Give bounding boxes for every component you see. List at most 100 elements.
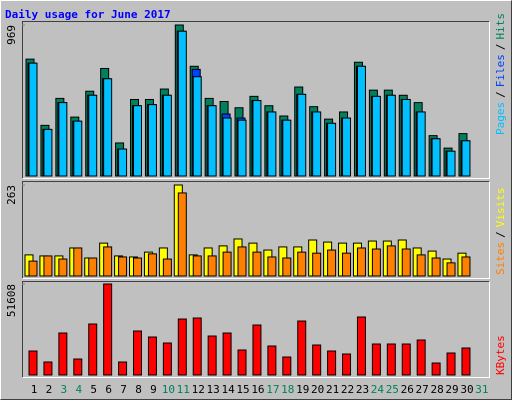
bar bbox=[461, 347, 471, 376]
bar bbox=[237, 119, 247, 177]
x-tick-label: 25 bbox=[386, 383, 399, 396]
bar bbox=[118, 256, 128, 277]
x-tick-label: 11 bbox=[177, 383, 190, 396]
bar bbox=[237, 349, 247, 376]
bar bbox=[222, 251, 232, 277]
legend: Pages / Files / Hits bbox=[494, 13, 507, 135]
x-tick-label: 4 bbox=[75, 383, 82, 396]
x-tick-label: 23 bbox=[356, 383, 369, 396]
bar bbox=[118, 148, 128, 177]
x-tick-label: 24 bbox=[371, 383, 385, 396]
bar bbox=[147, 253, 157, 277]
bar bbox=[282, 257, 292, 277]
x-tick-label: 15 bbox=[236, 383, 249, 396]
bar bbox=[342, 353, 352, 376]
bar bbox=[147, 336, 157, 376]
x-tick-label: 2 bbox=[46, 383, 53, 396]
bar bbox=[28, 350, 38, 376]
legend-entry: Files bbox=[494, 54, 507, 87]
bar bbox=[73, 247, 83, 277]
bar bbox=[207, 255, 217, 277]
legend-entry: Sites bbox=[494, 242, 507, 275]
legend: KBytes bbox=[494, 335, 507, 375]
bar bbox=[43, 255, 53, 277]
bar bbox=[386, 245, 396, 277]
legend: Sites / Visits bbox=[494, 188, 507, 276]
bar bbox=[386, 94, 396, 177]
bar bbox=[356, 316, 366, 376]
bar bbox=[207, 105, 217, 177]
panel-bevel-light bbox=[22, 181, 490, 279]
bar bbox=[58, 332, 68, 376]
bar bbox=[222, 117, 232, 177]
x-tick-label: 28 bbox=[430, 383, 443, 396]
bar bbox=[297, 320, 307, 376]
x-tick-label: 30 bbox=[460, 383, 473, 396]
bar bbox=[356, 247, 366, 277]
bar bbox=[43, 361, 53, 376]
x-tick-label: 20 bbox=[311, 383, 324, 396]
y-tick-label: 969 bbox=[5, 25, 18, 45]
bar bbox=[103, 246, 113, 277]
y-tick-label: 51608 bbox=[5, 284, 18, 317]
bar bbox=[162, 258, 172, 277]
x-tick-label: 3 bbox=[61, 383, 68, 396]
legend-separator: / bbox=[494, 44, 507, 51]
x-tick-label: 1 bbox=[31, 383, 38, 396]
x-tick-label: 29 bbox=[445, 383, 458, 396]
bar bbox=[327, 122, 337, 177]
bar bbox=[356, 65, 366, 177]
bar bbox=[28, 260, 38, 277]
bar bbox=[401, 248, 411, 277]
bar bbox=[28, 62, 38, 177]
bar bbox=[297, 93, 307, 177]
bar bbox=[416, 339, 426, 376]
bar bbox=[58, 102, 68, 177]
bar bbox=[192, 255, 202, 277]
x-tick-label: 6 bbox=[105, 383, 112, 396]
x-tick-label: 10 bbox=[162, 383, 175, 396]
bar bbox=[342, 252, 352, 277]
x-tick-label: 8 bbox=[135, 383, 142, 396]
bar bbox=[162, 94, 172, 177]
bar bbox=[371, 248, 381, 277]
bar bbox=[431, 138, 441, 177]
chart-title: Daily usage for June 2017 bbox=[5, 8, 171, 21]
x-tick-label: 26 bbox=[401, 383, 414, 396]
bar bbox=[297, 251, 307, 277]
bar bbox=[252, 100, 262, 177]
bar bbox=[103, 283, 113, 376]
bar bbox=[192, 317, 202, 376]
x-tick-label: 31 bbox=[475, 383, 488, 396]
legend-separator: / bbox=[494, 231, 507, 238]
bar bbox=[88, 257, 98, 277]
bar bbox=[461, 256, 471, 277]
bar bbox=[401, 343, 411, 376]
bar bbox=[446, 262, 456, 277]
bar bbox=[371, 343, 381, 376]
legend-entry: Hits bbox=[494, 13, 507, 40]
bar bbox=[177, 318, 187, 376]
bar bbox=[446, 150, 456, 177]
legend-entry: Visits bbox=[494, 188, 507, 228]
x-tick-label: 16 bbox=[251, 383, 264, 396]
bar bbox=[73, 358, 83, 376]
bar bbox=[133, 105, 143, 177]
bar bbox=[461, 140, 471, 177]
x-tick-label: 13 bbox=[207, 383, 220, 396]
legend-entry: Pages bbox=[494, 102, 507, 135]
x-tick-label: 21 bbox=[326, 383, 339, 396]
bar bbox=[327, 350, 337, 376]
bar bbox=[103, 78, 113, 177]
bar bbox=[446, 352, 456, 376]
bar bbox=[252, 324, 262, 376]
bar bbox=[207, 335, 217, 376]
bar bbox=[192, 76, 202, 177]
x-tick-label: 18 bbox=[281, 383, 294, 396]
bar bbox=[282, 119, 292, 177]
bar bbox=[177, 192, 187, 277]
x-tick-label: 9 bbox=[150, 383, 157, 396]
bar bbox=[386, 343, 396, 376]
bar bbox=[267, 256, 277, 277]
